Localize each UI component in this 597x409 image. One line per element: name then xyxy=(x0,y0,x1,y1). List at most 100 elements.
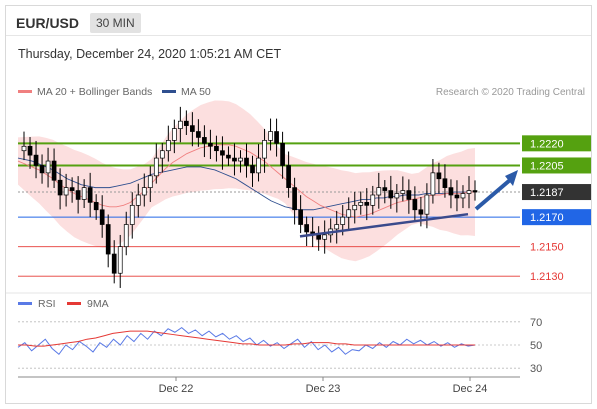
candle-body xyxy=(178,120,183,129)
candle-body xyxy=(274,131,279,144)
candle-body xyxy=(340,216,346,225)
candle-body xyxy=(184,120,189,126)
candle-body xyxy=(165,140,171,152)
rsi-ma-line xyxy=(18,330,475,347)
candle-body xyxy=(298,209,303,225)
candle-body xyxy=(400,190,406,194)
candle-body xyxy=(45,160,51,174)
candle-body xyxy=(39,165,45,174)
header-divider xyxy=(6,35,591,36)
price-labels: 1.2220 1.2205 1.2187 1.2170 1.2150 1.2130 xyxy=(522,135,591,283)
candle-body xyxy=(21,145,27,152)
candle-body xyxy=(286,165,291,188)
forecast-arrow-head xyxy=(505,170,518,186)
currency-pair-title: EUR/USD xyxy=(16,15,80,31)
legend-rsi-swatch xyxy=(18,302,32,305)
bollinger-band xyxy=(18,100,475,262)
candle-body xyxy=(33,154,39,166)
candle-body xyxy=(99,209,105,225)
candle-body xyxy=(472,190,478,193)
candle-body xyxy=(334,224,340,230)
candle-body xyxy=(304,224,309,233)
candle-body xyxy=(63,187,69,196)
legend-9ma-label: 9MA xyxy=(87,298,109,310)
price-label-1.2187: 1.2187 xyxy=(530,187,564,199)
legend-rsi-label: RSI xyxy=(38,298,56,310)
candle-body xyxy=(316,234,322,240)
price-label-1.2150: 1.2150 xyxy=(530,242,564,254)
candle-body xyxy=(376,187,382,196)
price-tag-1.2205 xyxy=(522,157,591,174)
candle-body xyxy=(262,140,267,159)
candle-body xyxy=(159,150,165,159)
candle-body xyxy=(388,190,394,199)
candle-body xyxy=(460,193,466,199)
candle-body xyxy=(196,131,201,138)
candle-body xyxy=(406,190,412,200)
candle-body xyxy=(129,204,135,225)
candle-body xyxy=(346,209,352,218)
candles xyxy=(21,106,478,288)
rsi-line xyxy=(17,326,476,356)
candle-body xyxy=(208,142,213,147)
candle-body xyxy=(135,194,141,206)
research-credit: Research © 2020 Trading Central xyxy=(436,87,585,98)
candle-body xyxy=(81,187,87,200)
candle-body xyxy=(226,154,231,159)
candle-body xyxy=(292,187,297,211)
candle-body xyxy=(87,187,93,203)
price-tag-1.2187 xyxy=(522,184,591,201)
chart-datetime: Thursday, December 24, 2020 1:05:21 AM C… xyxy=(18,47,282,61)
candle-body xyxy=(171,128,177,141)
candle-body xyxy=(27,145,33,156)
candle-body xyxy=(214,145,219,152)
candle-body xyxy=(69,187,75,191)
x-tick-label-Dec-22: Dec 22 xyxy=(159,383,194,395)
candle-body xyxy=(280,142,285,166)
candle-body xyxy=(202,137,207,144)
price-tag-1.2220 xyxy=(522,135,591,152)
candle-body xyxy=(442,178,448,188)
price-label-1.2205: 1.2205 xyxy=(530,160,564,172)
rsi-tick-50: 50 xyxy=(530,340,542,352)
rsi-tick-70: 70 xyxy=(530,317,542,329)
candle-body xyxy=(238,157,243,162)
timeframe-badge[interactable]: 30 MIN xyxy=(90,13,141,33)
chart-header: EUR/USD 30 MIN xyxy=(6,6,591,36)
price-label-1.2170: 1.2170 xyxy=(530,212,564,224)
candle-body xyxy=(244,157,249,166)
candle-body xyxy=(370,194,376,206)
chart-legend: MA 20 + Bollinger Bands MA 50 Research © 2… xyxy=(18,86,585,98)
legend-ma50-swatch xyxy=(162,90,176,93)
candle-body xyxy=(394,193,400,199)
candle-body xyxy=(466,190,472,194)
x-tick-label-Dec-23: Dec 23 xyxy=(306,383,341,395)
candle-body xyxy=(105,224,111,255)
candle-body xyxy=(123,224,129,248)
candle-body xyxy=(418,209,424,215)
candle-body xyxy=(454,194,460,199)
candle-body xyxy=(382,187,388,191)
candle-body xyxy=(117,246,123,274)
bollinger-band-area xyxy=(18,100,475,262)
candle-body xyxy=(93,202,99,211)
candle-body xyxy=(111,253,117,274)
legend-ma20-label: MA 20 + Bollinger Bands xyxy=(37,86,152,98)
forecast-arrow-shaft xyxy=(474,178,512,211)
candle-body xyxy=(268,131,273,141)
trend-support-line xyxy=(299,212,469,238)
candle-body xyxy=(141,187,147,196)
candle-body xyxy=(448,187,454,196)
candle-body xyxy=(75,190,81,200)
candle-body xyxy=(147,175,153,188)
candle-body xyxy=(57,179,63,196)
price-label-1.2130: 1.2130 xyxy=(530,271,564,283)
candle-body xyxy=(220,150,225,156)
candle-body xyxy=(364,202,370,206)
candle-body xyxy=(430,172,436,196)
candle-body xyxy=(322,234,328,240)
candle-body xyxy=(352,204,358,211)
candle-body xyxy=(424,194,430,215)
rsi-tick-30: 30 xyxy=(530,363,542,375)
